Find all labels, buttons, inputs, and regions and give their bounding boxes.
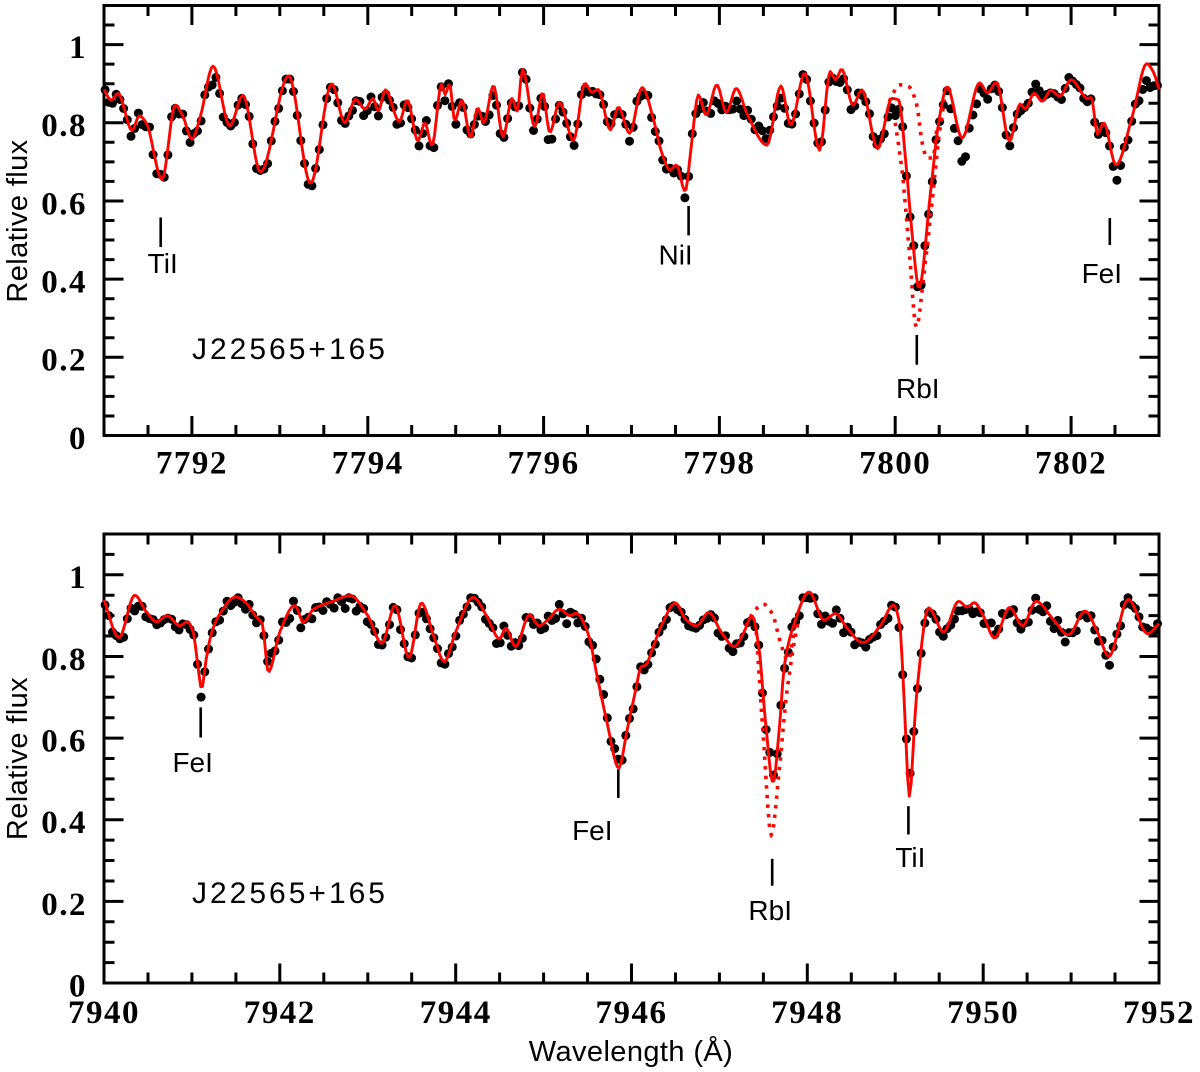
svg-text:0.6: 0.6	[41, 724, 87, 760]
svg-text:7944: 7944	[420, 995, 492, 1031]
svg-text:7796: 7796	[508, 446, 580, 482]
svg-text:TiI: TiI	[895, 842, 925, 873]
svg-text:0.4: 0.4	[41, 265, 87, 301]
svg-text:0.2: 0.2	[41, 343, 87, 379]
svg-text:0.4: 0.4	[41, 805, 87, 841]
svg-text:0.2: 0.2	[41, 887, 87, 923]
svg-text:7946: 7946	[596, 995, 668, 1031]
svg-text:RbI: RbI	[748, 895, 792, 926]
svg-text:FeI: FeI	[172, 747, 212, 778]
svg-text:J22565+165: J22565+165	[192, 333, 388, 366]
svg-text:Relative flux: Relative flux	[2, 139, 34, 302]
svg-text:7800: 7800	[859, 446, 931, 482]
svg-text:0.6: 0.6	[41, 186, 87, 222]
svg-text:TiI: TiI	[148, 248, 178, 279]
svg-text:J22565+165: J22565+165	[192, 877, 388, 910]
svg-text:0.8: 0.8	[41, 108, 87, 144]
svg-text:7940: 7940	[68, 995, 140, 1031]
svg-text:RbI: RbI	[896, 373, 940, 404]
svg-text:1: 1	[69, 30, 87, 66]
svg-text:7952: 7952	[1123, 995, 1195, 1031]
svg-text:Wavelength (Å): Wavelength (Å)	[529, 1035, 733, 1068]
svg-text:7802: 7802	[1035, 446, 1107, 482]
svg-text:Relative flux: Relative flux	[2, 677, 34, 840]
svg-text:0: 0	[69, 421, 87, 457]
svg-text:FeI: FeI	[1082, 258, 1122, 289]
svg-text:7948: 7948	[771, 995, 843, 1031]
svg-text:7794: 7794	[332, 446, 404, 482]
svg-text:1: 1	[69, 560, 87, 596]
svg-text:FeI: FeI	[572, 815, 612, 846]
svg-text:7950: 7950	[947, 995, 1019, 1031]
svg-text:7792: 7792	[156, 446, 228, 482]
svg-text:NiI: NiI	[658, 240, 692, 271]
svg-text:0.8: 0.8	[41, 642, 87, 678]
svg-text:7942: 7942	[244, 995, 316, 1031]
svg-text:0: 0	[69, 968, 87, 1004]
svg-text:7798: 7798	[683, 446, 755, 482]
